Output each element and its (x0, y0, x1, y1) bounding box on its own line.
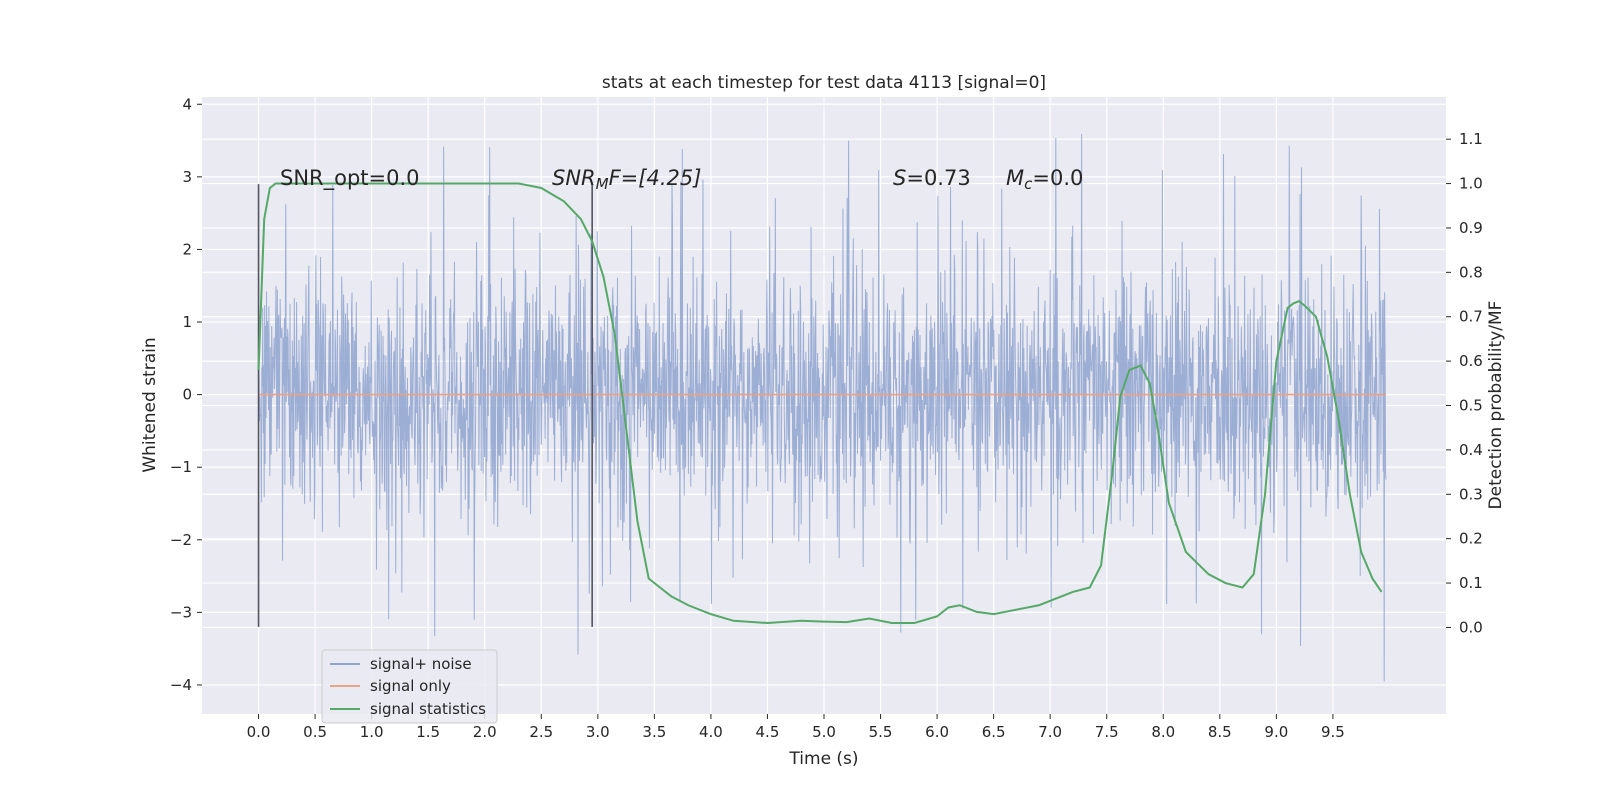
x-tick-label: 5.5 (869, 723, 893, 741)
vertical-markers (257, 184, 593, 627)
x-axis-ticks: 0.0 0.5 1.0 1.5 2.0 2.5 3.0 3.5 4.0 4.5 5.0 5.5 6.0 6… (247, 714, 1345, 741)
y2-tick-label: 1.0 (1459, 175, 1483, 193)
y-axis-ticks: 4 3 2 1 0 −1 −2 −3 −4 (170, 95, 202, 694)
y-tick-label: 3 (182, 168, 192, 186)
y-tick-label: −2 (170, 531, 192, 549)
snr-opt-annotation: SNR_opt=0.0 (280, 166, 420, 191)
x-tick-label: 1.0 (360, 723, 384, 741)
x-tick-label: 1.5 (416, 723, 440, 741)
x-tick-label: 7.0 (1038, 723, 1062, 741)
y2-tick-label: 0.8 (1459, 263, 1483, 281)
x-tick-label: 8.0 (1151, 723, 1175, 741)
x-tick-label: 9.0 (1264, 723, 1288, 741)
x-tick-label: 4.0 (699, 723, 723, 741)
x-tick-label: 8.5 (1208, 723, 1232, 741)
y-axis-label: Whitened strain (140, 337, 160, 472)
y-tick-label: −4 (170, 676, 192, 694)
y2-tick-label: 1.1 (1459, 130, 1483, 148)
y2-tick-label: 0.2 (1459, 530, 1483, 548)
y-tick-label: 0 (182, 386, 192, 404)
s-annotation: S=0.73 (893, 166, 971, 190)
x-tick-label: 5.0 (812, 723, 836, 741)
x-tick-label: 6.5 (982, 723, 1006, 741)
y-tick-label: −1 (170, 458, 192, 476)
signal-statistics-series (257, 182, 1383, 625)
legend-box (321, 649, 498, 724)
y2-tick-label: 0.3 (1459, 485, 1483, 503)
mc-sub: c (1024, 175, 1033, 193)
legend: signal+ noise signal only signal statist… (321, 649, 498, 724)
snr-mf-prefix: SNR (552, 166, 596, 190)
x-tick-label: 3.0 (586, 723, 610, 741)
s-value: =0.73 (906, 166, 970, 190)
y2-tick-label: 0.6 (1459, 352, 1483, 370)
x-tick-label: 0.0 (247, 723, 271, 741)
legend-label-signal-statistics: signal statistics (370, 700, 486, 718)
y-tick-label: 2 (182, 240, 192, 258)
legend-label-signal-noise: signal+ noise (370, 655, 472, 673)
chart-title: stats at each timestep for test data 411… (602, 73, 1046, 93)
legend-label-signal-only: signal only (370, 677, 451, 695)
mc-var: M (1006, 166, 1024, 190)
y2-axis-ticks: 1.1 1.0 0.9 0.8 0.7 0.6 0.5 0.4 0.3 0.2 0.1 0.0 (1446, 130, 1483, 636)
y2-tick-label: 0.1 (1459, 574, 1483, 592)
x-tick-label: 6.0 (925, 723, 949, 741)
x-tick-label: 4.5 (756, 723, 780, 741)
x-tick-label: 7.5 (1095, 723, 1119, 741)
signal-plus-noise-line (258, 133, 1387, 682)
y-tick-label: 1 (182, 313, 192, 331)
x-tick-label: 9.5 (1321, 723, 1345, 741)
x-tick-label: 2.0 (473, 723, 497, 741)
y2-axis-label: Detection probability/MF (1486, 301, 1506, 510)
y2-tick-label: 0.5 (1459, 397, 1483, 415)
y-tick-label: 4 (182, 95, 192, 113)
x-tick-label: 2.5 (529, 723, 553, 741)
x-tick-label: 3.5 (642, 723, 666, 741)
mc-value: =0.0 (1032, 166, 1083, 190)
y2-tick-label: 0.0 (1459, 618, 1483, 636)
s-var: S (893, 166, 906, 190)
y2-tick-label: 0.7 (1459, 308, 1483, 326)
snr-mf-suffix: F=[4.25] (609, 166, 702, 190)
y-tick-label: −3 (170, 603, 192, 621)
y2-tick-label: 0.9 (1459, 219, 1483, 237)
y2-tick-label: 0.4 (1459, 441, 1483, 459)
x-tick-label: 0.5 (303, 723, 327, 741)
mc-annotation: Mc=0.0 (1006, 166, 1083, 193)
x-axis-label: Time (s) (788, 749, 858, 769)
snr-mf-sub: M (596, 175, 609, 193)
signal-plus-noise-series (258, 133, 1387, 682)
snr-mf-annotation: SNRMF=[4.25] (552, 166, 701, 193)
